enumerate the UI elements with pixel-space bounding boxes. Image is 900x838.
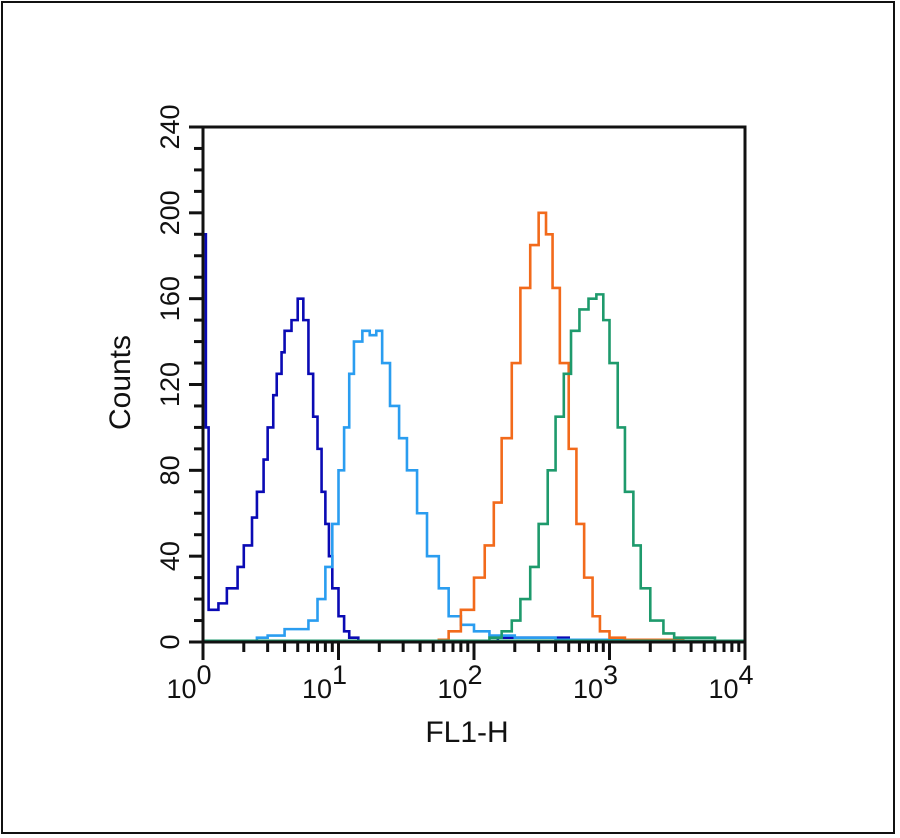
- y-tick-label: 0: [155, 634, 185, 649]
- histogram-series-1: [255, 329, 628, 644]
- y-tick-label: 240: [155, 104, 185, 149]
- x-tick-label: 104: [708, 660, 753, 704]
- plot-area-border: [201, 125, 747, 644]
- series-layer: [201, 211, 745, 644]
- y-tick-label: 160: [155, 276, 185, 321]
- y-tick-label: 120: [155, 362, 185, 407]
- x-tick-label: 103: [573, 660, 618, 704]
- y-axis-title: Counts: [104, 335, 137, 430]
- histogram-series-0: [201, 232, 613, 644]
- x-axis-title: FL1-H: [425, 716, 508, 749]
- y-tick-label: 40: [155, 541, 185, 571]
- x-tick-label: 100: [166, 660, 211, 704]
- x-tick-label: 101: [302, 660, 347, 704]
- histogram-series-2: [437, 211, 687, 644]
- axes-layer: 0 40 80 120 160 200 240 100 101 102 103 104: [155, 104, 754, 704]
- x-tick-label: 102: [437, 660, 482, 704]
- histogram-series-3: [488, 293, 718, 644]
- y-tick-label: 80: [155, 455, 185, 485]
- y-tick-label: 200: [155, 190, 185, 235]
